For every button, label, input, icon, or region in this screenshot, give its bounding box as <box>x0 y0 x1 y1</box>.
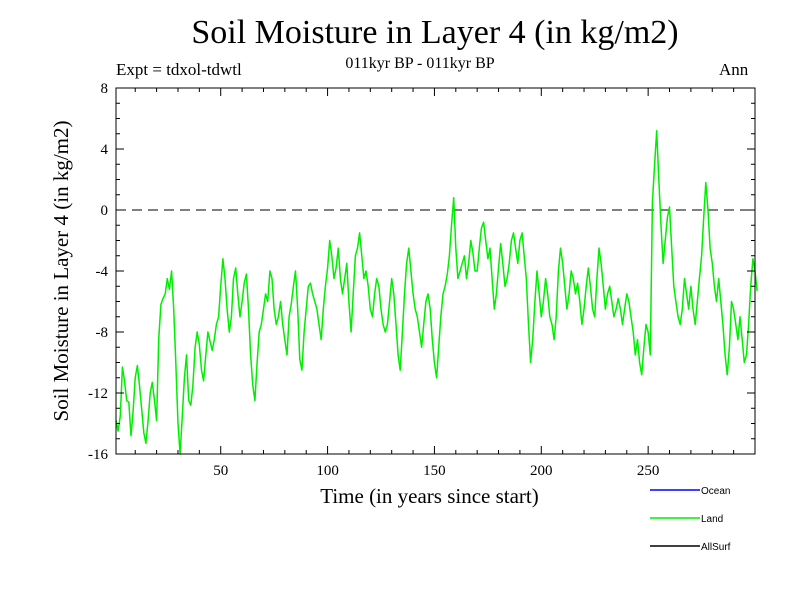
plot-frame <box>115 87 756 455</box>
legend-label-land: Land <box>701 514 723 525</box>
series-line-land <box>115 129 758 455</box>
y-tick-label: 0 <box>101 203 109 219</box>
y-tick-label: -16 <box>88 447 108 463</box>
x-tick-label: 250 <box>637 463 660 479</box>
x-tick-label: 200 <box>530 463 553 479</box>
x-tick-label: 50 <box>213 463 228 479</box>
chart-title: Soil Moisture in Layer 4 (in kg/m2) <box>191 14 679 51</box>
legend-label-allsurf: AllSurf <box>701 542 731 553</box>
y-tick-label: -8 <box>96 325 109 341</box>
season-label: Ann <box>719 60 749 79</box>
y-tick-label: 4 <box>101 142 109 158</box>
y-tick-label: -4 <box>96 264 109 280</box>
y-tick-label: 8 <box>101 81 109 97</box>
y-axis-title: Soil Moisture in Layer 4 (in kg/m2) <box>49 121 73 422</box>
y-tick-label: -12 <box>88 386 108 402</box>
x-axis-title: Time (in years since start) <box>320 484 539 508</box>
legend: Ocean Land AllSurf <box>650 486 731 553</box>
x-tick-label: 100 <box>316 463 339 479</box>
x-tick-label: 150 <box>423 463 446 479</box>
chart-subtitle: 011kyr BP - 011kyr BP <box>345 55 495 72</box>
legend-label-ocean: Ocean <box>701 486 730 497</box>
experiment-label: Expt = tdxol-tdwtl <box>116 60 242 79</box>
